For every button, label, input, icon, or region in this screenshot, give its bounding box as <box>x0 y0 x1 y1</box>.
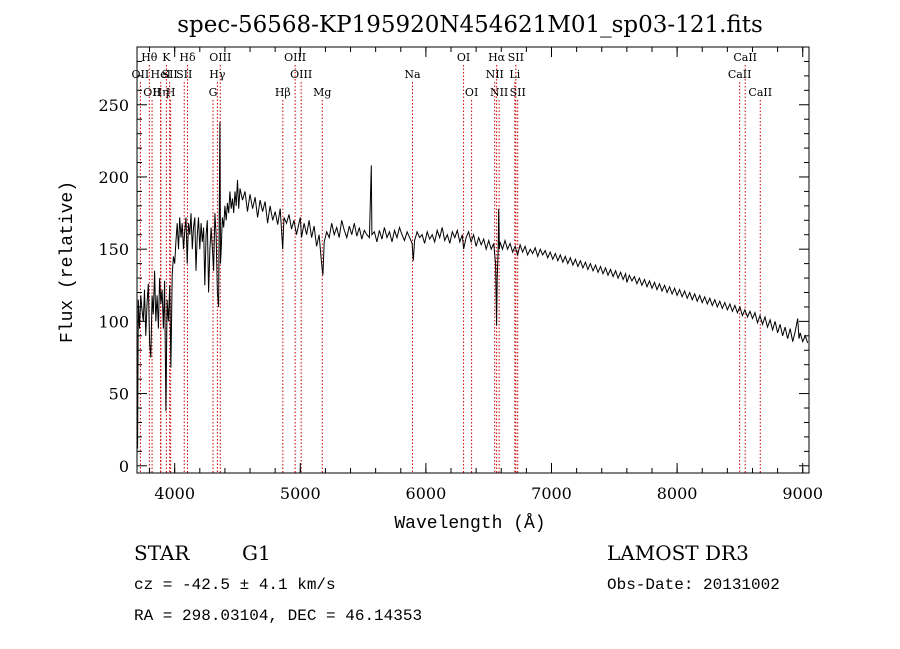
line-marker-label: OI <box>457 51 470 64</box>
line-marker-label: OII <box>143 86 161 99</box>
line-marker-label: G <box>209 86 218 99</box>
line-marker-label: Hδ <box>179 51 196 64</box>
observation-date: Obs-Date: 20131002 <box>607 576 780 594</box>
x-tick-label: 5000 <box>280 484 321 503</box>
line-marker-label: OIII <box>290 68 312 81</box>
line-marker-label: NII <box>486 68 504 81</box>
x-axis-ticks: 4000 5000 6000 7000 8000 9000 <box>149 47 823 503</box>
line-marker-label: OI <box>465 86 478 99</box>
redshift-velocity: cz = -42.5 ± 4.1 km/s <box>134 576 336 594</box>
x-tick-label: 9000 <box>782 484 823 503</box>
line-marker-label: Mg <box>313 86 331 99</box>
line-marker-label: Hγ <box>209 68 226 81</box>
y-tick-label: 200 <box>98 168 129 187</box>
line-marker-label: SII <box>508 51 524 64</box>
y-tick-label: 100 <box>98 312 129 331</box>
coordinates: RA = 298.03104, DEC = 46.14353 <box>134 607 422 625</box>
line-marker-label: OII <box>132 68 150 81</box>
y-tick-label: 50 <box>109 385 129 404</box>
line-marker-label: Hθ <box>141 51 158 64</box>
line-marker-label: K <box>162 51 171 64</box>
line-marker-label: SII <box>162 68 178 81</box>
x-tick-label: 8000 <box>657 484 698 503</box>
x-tick-label: 6000 <box>406 484 447 503</box>
line-marker-label: Na <box>404 68 421 81</box>
line-marker-label: Hη <box>153 86 169 99</box>
line-marker-label: H <box>166 86 176 99</box>
line-marker-label: CaII <box>728 68 752 81</box>
line-marker-label: Li <box>509 68 520 81</box>
x-axis-label: Wavelength (Å) <box>394 513 545 534</box>
y-tick-label: 0 <box>119 457 129 476</box>
line-marker-label: Hβ <box>275 86 291 99</box>
line-marker-label: SII <box>510 86 526 99</box>
line-marker-label: OIII <box>209 51 231 64</box>
survey-name: LAMOST DR3 <box>607 541 749 565</box>
line-marker-label: HeI <box>151 68 171 81</box>
line-marker-label: CaII <box>733 51 757 64</box>
line-marker-label: CaII <box>748 86 772 99</box>
plot-frame <box>136 46 810 474</box>
line-marker-label: NII <box>490 86 508 99</box>
emission-line-markers <box>139 65 761 473</box>
x-tick-label: 4000 <box>154 484 195 503</box>
line-marker-label: SII <box>176 68 192 81</box>
chart-title: spec-56568-KP195920N454621M01_sp03-121.f… <box>177 12 763 38</box>
y-tick-label: 150 <box>98 240 129 259</box>
spectrum-series-line <box>136 122 809 449</box>
line-marker-label: Hα <box>488 51 506 64</box>
y-axis-label: Flux (relative) <box>58 181 78 343</box>
emission-line-labels: OIIHθOIIHeIHηKSIIHHδSIIOIIIHγGOIIIOIIIHβ… <box>132 51 773 99</box>
object-subclass: G1 <box>242 541 271 565</box>
x-tick-label: 7000 <box>531 484 572 503</box>
y-tick-label: 250 <box>98 96 129 115</box>
line-marker-label: OIII <box>284 51 306 64</box>
object-class: STAR <box>134 541 190 565</box>
